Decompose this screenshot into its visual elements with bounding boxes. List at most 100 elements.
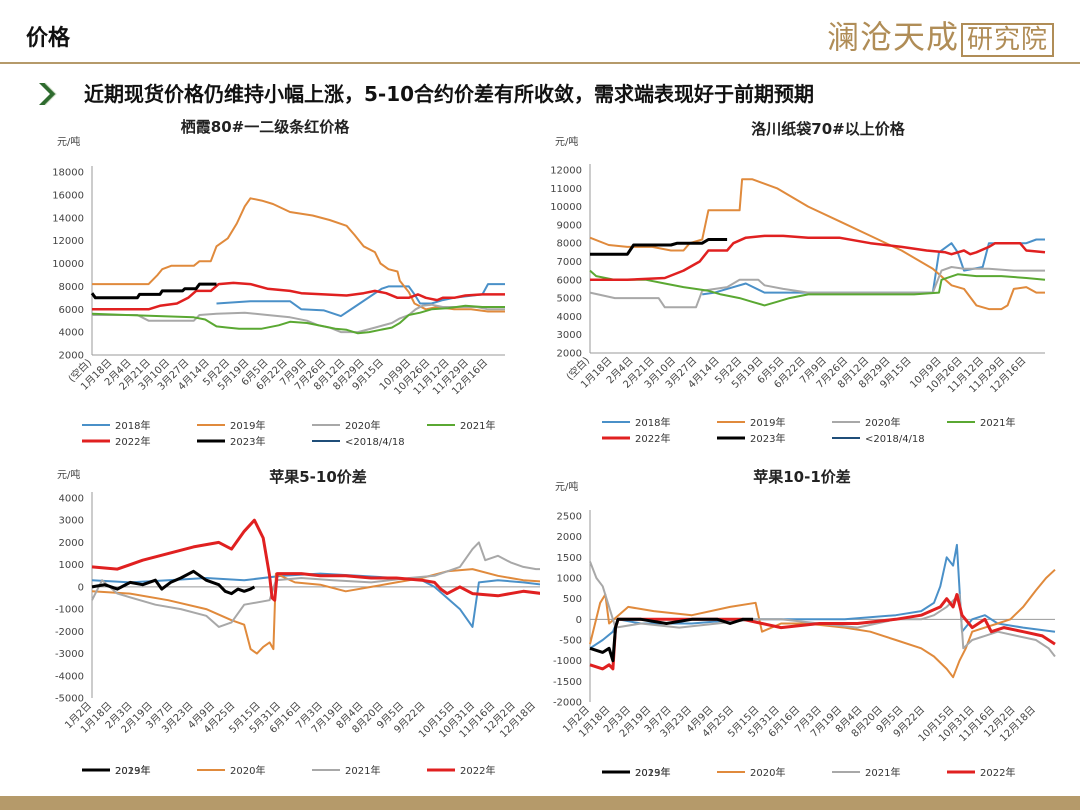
chart-luochuan-price: 洛川纸袋70#以上价格 元/吨 2000 3000 4000 5000 6000 7000 80… xyxy=(540,112,1080,457)
legend-item: 2022年 xyxy=(602,432,670,445)
legend-label: 2021年 xyxy=(980,416,1015,429)
company-logo: 澜沧天成 研究院 xyxy=(827,12,1054,58)
legend-item: 2021年 xyxy=(947,416,1015,429)
y-tick-label: 1500 xyxy=(557,553,582,564)
y-tick-label: 1000 xyxy=(557,574,582,585)
y-tick-label: 6000 xyxy=(59,305,84,316)
legend-item: 2023年 xyxy=(602,766,670,779)
legend-item: 2020年 xyxy=(832,416,900,429)
y-tick-label: -500 xyxy=(559,636,582,647)
series-line-2019年 xyxy=(589,178,1045,311)
legend-label: 2021年 xyxy=(460,419,495,432)
legend-label: 2019年 xyxy=(635,766,670,779)
legend-item: 2018年 xyxy=(82,419,150,432)
logo-box: 研究院 xyxy=(960,23,1054,57)
legend-label: 2018年 xyxy=(635,416,670,429)
legend-label: 2022年 xyxy=(115,435,150,448)
legend-item: 2022年 xyxy=(427,764,495,777)
legend-label: 2018年 xyxy=(115,419,150,432)
legend-item: 2022年 xyxy=(947,766,1015,779)
y-tick-label: 7000 xyxy=(557,257,582,268)
y-tick-label: 3000 xyxy=(557,330,582,341)
header-rule xyxy=(0,62,1080,64)
y-unit-label: 元/吨 xyxy=(555,135,578,148)
y-tick-label: 11000 xyxy=(550,184,582,195)
legend-item: 2023年 xyxy=(82,764,150,777)
legend-label: 2023年 xyxy=(635,766,670,779)
y-tick-label: 10000 xyxy=(52,259,84,270)
legend-label: 2022年 xyxy=(460,764,495,777)
chevron-right-icon xyxy=(39,82,57,106)
chart-title: 洛川纸袋70#以上价格 xyxy=(751,120,905,138)
legend-item: 2020年 xyxy=(312,419,380,432)
legend-label: 2020年 xyxy=(750,766,785,779)
legend-item: 2019年 xyxy=(717,416,785,429)
y-tick-label: -2000 xyxy=(55,627,84,638)
series-line-2022年 xyxy=(589,593,1056,671)
legend-item: 2021年 xyxy=(832,766,900,779)
legend-item: 2021年 xyxy=(312,764,380,777)
y-unit-label: 元/吨 xyxy=(555,480,578,493)
y-tick-label: 0 xyxy=(576,615,582,626)
series-line-2021年 xyxy=(91,304,505,335)
legend-item: 2018年 xyxy=(602,416,670,429)
y-tick-label: 12000 xyxy=(550,166,582,177)
y-tick-label: -1000 xyxy=(553,656,582,667)
legend-label: 2022年 xyxy=(635,432,670,445)
legend-item: <2018/4/18 xyxy=(832,434,925,445)
y-tick-label: -4000 xyxy=(55,671,84,682)
chart-spread-5-10: 苹果5-10价差 元/吨 -5000 -4000 -3000 -2000 -1000 0 100… xyxy=(0,460,540,790)
header: 价格 澜沧天成 研究院 xyxy=(0,0,1080,64)
y-tick-label: -1000 xyxy=(55,605,84,616)
y-tick-label: 2000 xyxy=(557,532,582,543)
series-line-2022年 xyxy=(590,234,1046,282)
y-tick-label: -5000 xyxy=(55,694,84,705)
y-tick-label: 16000 xyxy=(52,190,84,201)
y-tick-label: -1500 xyxy=(553,677,582,688)
legend-item: 2019年 xyxy=(197,419,265,432)
series-line-2023年 xyxy=(590,238,728,256)
y-tick-label: 6000 xyxy=(557,275,582,286)
legend-label: 2020年 xyxy=(865,416,900,429)
y-tick-label: 4000 xyxy=(59,494,84,505)
series-line-2018年 xyxy=(216,283,505,318)
legend-label: 2023年 xyxy=(115,764,150,777)
chart-spread-10-1: 苹果10-1价差 元/吨 -2000 -1500 -1000 -500 0 500 1000 15… xyxy=(540,460,1080,790)
series-line-2020年 xyxy=(92,303,505,334)
y-unit-label: 元/吨 xyxy=(57,468,80,481)
series-line-2021年 xyxy=(589,269,1046,307)
headline: 近期现货价格仍维持小幅上涨，5-10合约价差有所收敛，需求端表现好于前期预期 xyxy=(84,82,815,106)
chart-title: 苹果5-10价差 xyxy=(269,468,367,486)
y-tick-label: 8000 xyxy=(557,239,582,250)
series-line-2023年 xyxy=(91,569,256,596)
legend-label: 2021年 xyxy=(345,764,380,777)
y-tick-label: 8000 xyxy=(59,282,84,293)
chart-svg: 苹果5-10价差 元/吨 -5000 -4000 -3000 -2000 -1000 0 100… xyxy=(55,468,540,777)
chart-title: 苹果10-1价差 xyxy=(753,468,851,486)
y-tick-label: 500 xyxy=(563,594,582,605)
y-tick-label: 10000 xyxy=(550,202,582,213)
legend-label: <2018/4/18 xyxy=(865,434,925,445)
legend-item: 2020年 xyxy=(717,766,785,779)
legend-label: <2018/4/18 xyxy=(345,437,405,448)
legend-item: 2021年 xyxy=(427,419,495,432)
series-line-2020年 xyxy=(589,266,1045,309)
series-line-2021年 xyxy=(589,561,1056,658)
y-tick-label: 2000 xyxy=(59,538,84,549)
y-tick-label: 0 xyxy=(78,582,84,593)
y-tick-label: 4000 xyxy=(59,328,84,339)
y-tick-label: 4000 xyxy=(557,312,582,323)
legend-label: 2023年 xyxy=(750,432,785,445)
y-tick-label: 18000 xyxy=(52,168,84,179)
series-line-2020年 xyxy=(91,568,540,655)
y-tick-label: 12000 xyxy=(52,236,84,247)
legend-label: 2022年 xyxy=(980,766,1015,779)
legend-item: 2023年 xyxy=(717,432,785,445)
legend-label: 2019年 xyxy=(230,419,265,432)
series-line-2018年 xyxy=(702,238,1045,296)
series-line-2020年 xyxy=(589,568,1056,679)
y-tick-label: 3000 xyxy=(59,516,84,527)
series-line-2023年 xyxy=(589,617,754,663)
